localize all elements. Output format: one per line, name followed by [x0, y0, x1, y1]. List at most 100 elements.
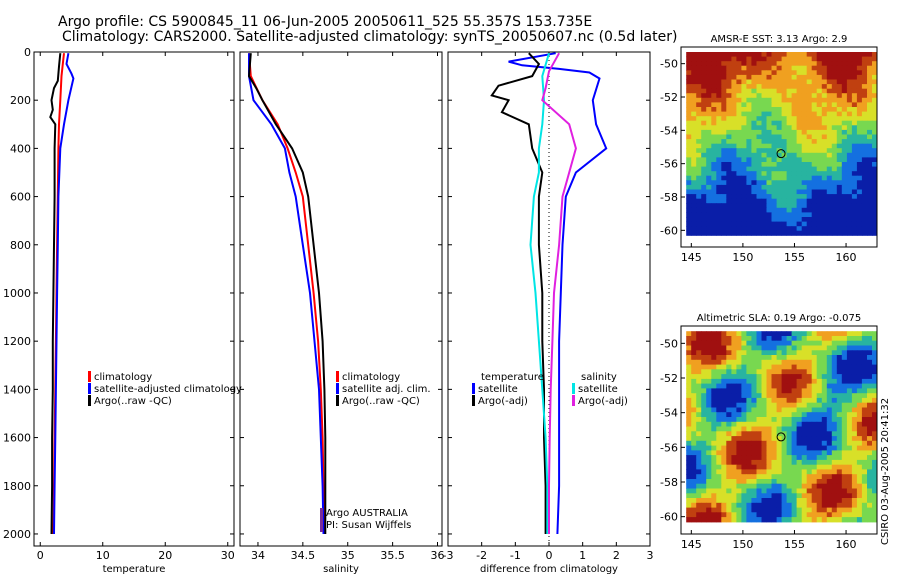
heatmap-cell — [751, 479, 757, 485]
heatmap-cell — [741, 402, 747, 408]
heatmap-cell — [746, 116, 752, 122]
heatmap-cell — [786, 359, 793, 366]
heatmap-cell — [856, 378, 863, 385]
heatmap-cell — [691, 212, 697, 218]
heatmap-cell — [846, 162, 853, 168]
heatmap-cell — [766, 431, 772, 437]
heatmap-cell — [686, 359, 692, 366]
heatmap-cell — [806, 212, 813, 218]
heatmap-cell — [731, 84, 737, 90]
heatmap-cell — [771, 152, 777, 158]
heatmap-cell — [706, 74, 712, 80]
heatmap-cell — [696, 207, 702, 213]
heatmap-cell — [701, 129, 707, 135]
heatmap-cell — [786, 479, 793, 485]
heatmap-cell — [816, 336, 823, 342]
heatmap-cell — [851, 194, 858, 200]
heatmap-cell — [851, 120, 858, 126]
heatmap-cell — [841, 421, 848, 428]
heatmap-cell — [771, 459, 777, 466]
heatmap-cell — [741, 412, 747, 418]
heatmap-cell — [861, 171, 868, 177]
heatmap-cell — [691, 331, 697, 337]
heatmap-cell — [856, 157, 863, 163]
heatmap-cell — [691, 474, 697, 480]
heatmap-cell — [731, 212, 737, 218]
heatmap-cell — [846, 350, 853, 356]
heatmap-cell — [836, 180, 843, 186]
heatmap-cell — [711, 374, 717, 380]
heatmap-cell — [726, 116, 732, 122]
heatmap-cell — [721, 421, 727, 428]
heatmap-cell — [696, 125, 702, 131]
heatmap-cell — [711, 120, 717, 126]
heatmap-cell — [706, 426, 712, 432]
heatmap-cell — [746, 369, 752, 375]
heatmap-cell — [736, 166, 742, 172]
heatmap-cell — [796, 203, 803, 209]
heatmap-cell — [756, 52, 762, 58]
heatmap-cell — [691, 417, 697, 423]
heatmap-cell — [761, 483, 767, 489]
heatmap-cell — [756, 436, 762, 442]
heatmap-cell — [766, 166, 772, 172]
heatmap-cell — [731, 474, 737, 480]
heatmap-cell — [826, 143, 833, 149]
heatmap-cell — [841, 388, 848, 394]
heatmap-cell — [846, 464, 853, 470]
heatmap-cell — [726, 189, 732, 195]
heatmap-cell — [691, 383, 697, 389]
heatmap-cell — [771, 498, 777, 504]
heatmap-cell — [711, 378, 717, 385]
heatmap-cell — [826, 162, 833, 168]
heatmap-cell — [726, 166, 732, 172]
heatmap-cell — [796, 517, 803, 523]
heatmap-cell — [686, 175, 692, 181]
heatmap-cell — [771, 407, 777, 413]
heatmap-cell — [867, 194, 873, 200]
heatmap-cell — [781, 111, 788, 117]
heatmap-cell — [806, 97, 813, 103]
heatmap-cell — [821, 207, 828, 213]
heatmap-cell — [796, 507, 803, 513]
heatmap-cell — [796, 56, 803, 62]
heatmap-cell — [836, 143, 843, 149]
heatmap-cell — [726, 203, 732, 209]
heatmap-cell — [801, 469, 808, 475]
heatmap-cell — [736, 455, 742, 461]
heatmap-cell — [781, 129, 788, 135]
heatmap-cell — [776, 129, 783, 135]
heatmap-cell — [796, 345, 803, 351]
heatmap-cell — [716, 139, 722, 145]
heatmap-cell — [731, 102, 737, 108]
heatmap-cell — [776, 459, 783, 466]
heatmap-cell — [691, 143, 697, 149]
heatmap-cell — [716, 203, 722, 209]
heatmap-cell — [867, 107, 873, 113]
heatmap-cell — [761, 212, 767, 218]
heatmap-cell — [721, 134, 727, 140]
heatmap-cell — [867, 388, 873, 394]
heatmap-cell — [741, 345, 747, 351]
heatmap-cell — [686, 116, 692, 122]
heatmap-cell — [806, 426, 813, 432]
heatmap-cell — [751, 388, 757, 394]
heatmap-cell — [716, 455, 722, 461]
heatmap-cell — [716, 431, 722, 437]
heatmap-cell — [721, 207, 727, 213]
heatmap-cell — [756, 111, 762, 117]
heatmap-cell — [806, 134, 813, 140]
heatmap-cell — [821, 374, 828, 380]
heatmap-cell — [771, 166, 777, 172]
heatmap-cell — [701, 436, 707, 442]
heatmap-cell — [711, 175, 717, 181]
heatmap-cell — [726, 488, 732, 494]
heatmap-cell — [726, 148, 732, 154]
heatmap-cell — [706, 421, 712, 428]
heatmap-cell — [686, 336, 692, 342]
heatmap-cell — [846, 417, 853, 423]
heatmap-cell — [791, 111, 798, 117]
heatmap-cell — [851, 340, 858, 346]
heatmap-cell — [856, 207, 863, 213]
heatmap-cell — [766, 417, 772, 423]
